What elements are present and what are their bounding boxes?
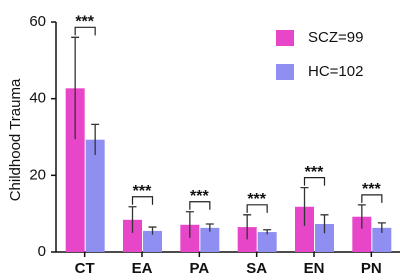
significance-bracket bbox=[189, 201, 211, 210]
legend-swatch bbox=[276, 30, 294, 46]
significance-bracket bbox=[303, 177, 326, 186]
significance-label: *** bbox=[75, 14, 94, 31]
error-bar bbox=[263, 229, 272, 235]
y-tick-label: 20 bbox=[29, 166, 46, 183]
significance-label: *** bbox=[362, 181, 381, 198]
error-bar bbox=[91, 123, 100, 156]
y-axis-label: Childhood Trauma bbox=[7, 78, 24, 201]
error-bar bbox=[128, 206, 137, 233]
significance-bracket bbox=[246, 204, 268, 213]
error-bar bbox=[71, 36, 80, 140]
bar bbox=[65, 88, 85, 252]
significance-bracket bbox=[74, 26, 96, 36]
error-bar bbox=[185, 211, 194, 238]
bar bbox=[143, 230, 162, 252]
x-tick-label: EA bbox=[132, 260, 153, 277]
significance-label: *** bbox=[305, 164, 324, 181]
x-tick-label: PA bbox=[189, 260, 209, 277]
error-bar bbox=[300, 186, 309, 226]
bar bbox=[352, 216, 372, 252]
y-tick-label: 40 bbox=[29, 90, 46, 107]
bar bbox=[237, 227, 257, 252]
x-tick-label: CT bbox=[75, 260, 95, 277]
error-bar bbox=[320, 214, 329, 234]
bar bbox=[257, 232, 277, 252]
error-bar bbox=[357, 204, 366, 229]
error-bar bbox=[148, 226, 157, 235]
legend-label: SCZ=99 bbox=[308, 29, 363, 46]
error-bar bbox=[377, 222, 386, 233]
bar bbox=[372, 227, 392, 252]
x-tick-label: EN bbox=[304, 260, 325, 277]
x-tick-label: PN bbox=[361, 260, 382, 277]
bar bbox=[295, 206, 314, 252]
x-tick-label: SA bbox=[246, 260, 267, 277]
error-bar bbox=[243, 214, 252, 240]
bar bbox=[200, 227, 220, 252]
significance-label: *** bbox=[133, 183, 152, 200]
bar bbox=[85, 139, 105, 252]
y-tick-label: 60 bbox=[29, 13, 46, 30]
legend-label: HC=102 bbox=[308, 63, 363, 80]
legend-swatch bbox=[276, 64, 294, 80]
error-bar bbox=[205, 223, 214, 232]
significance-label: *** bbox=[247, 191, 266, 208]
bar bbox=[123, 219, 142, 252]
significance-label: *** bbox=[190, 188, 209, 205]
bar bbox=[180, 224, 200, 252]
significance-bracket bbox=[361, 194, 383, 203]
bar bbox=[315, 224, 334, 252]
y-tick-label: 0 bbox=[38, 243, 46, 260]
significance-bracket bbox=[131, 196, 154, 205]
